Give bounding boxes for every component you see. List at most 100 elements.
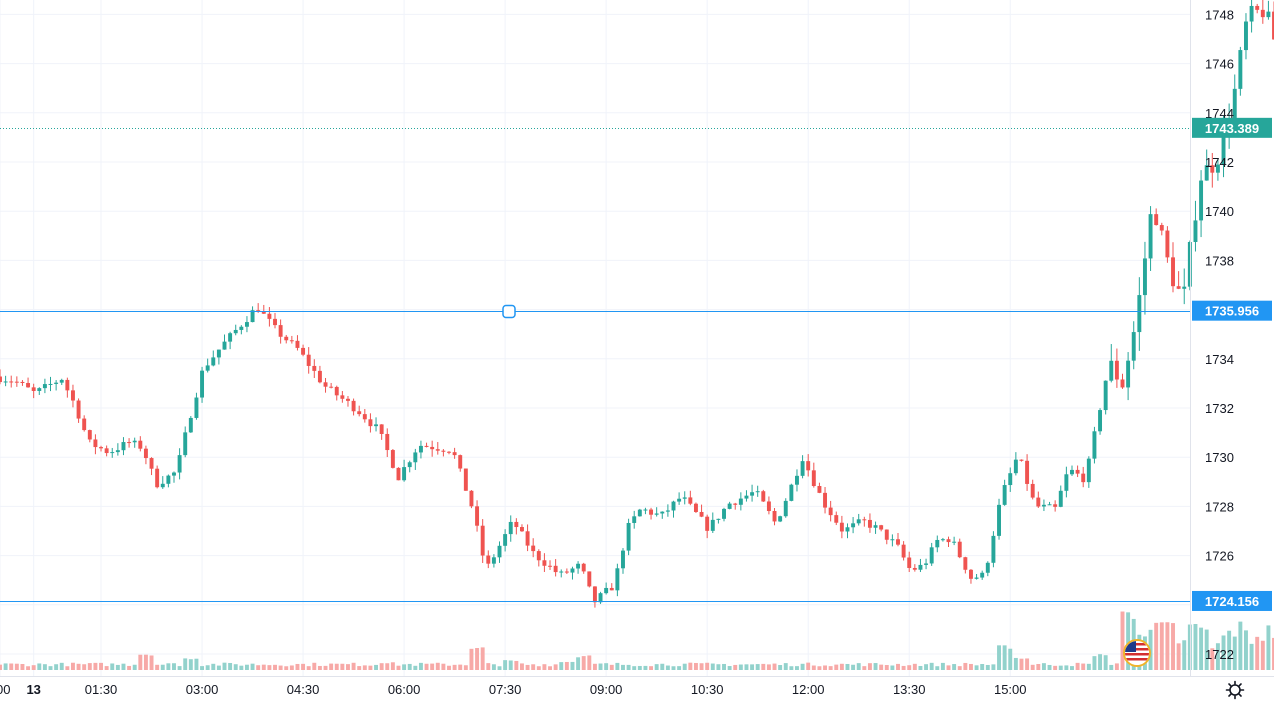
volume-bar bbox=[514, 660, 519, 670]
volume-bar bbox=[1187, 624, 1192, 670]
candle-body bbox=[205, 365, 210, 371]
volume-bar bbox=[424, 663, 429, 670]
candle-body bbox=[132, 440, 137, 443]
volume-bar bbox=[727, 666, 732, 670]
candle-body bbox=[127, 442, 132, 444]
volume-bar bbox=[301, 663, 306, 670]
volume-bar bbox=[346, 664, 350, 670]
volume-bar bbox=[357, 666, 362, 670]
volume-bar bbox=[323, 665, 328, 670]
volume-bar bbox=[256, 665, 261, 670]
volume-bar bbox=[267, 665, 272, 670]
candle-body bbox=[301, 347, 306, 355]
volume-bar bbox=[817, 666, 822, 670]
candle-body bbox=[879, 525, 884, 530]
candle-body bbox=[677, 498, 682, 502]
candle-body bbox=[508, 521, 513, 535]
candle-body bbox=[828, 507, 833, 516]
candle-body bbox=[407, 462, 412, 468]
candle-body bbox=[441, 450, 446, 452]
volume-bar bbox=[82, 664, 87, 670]
candle-body bbox=[654, 513, 659, 515]
candle-body bbox=[991, 535, 996, 563]
candle-body bbox=[1260, 9, 1265, 18]
volume-bar bbox=[710, 663, 715, 670]
volume-bar bbox=[1064, 665, 1069, 670]
volume-bar bbox=[54, 664, 59, 670]
candle-body bbox=[200, 370, 205, 398]
candle-body bbox=[1030, 483, 1035, 498]
volume-bar bbox=[1041, 663, 1046, 670]
candle-body bbox=[211, 357, 216, 366]
volume-bar bbox=[1053, 665, 1058, 670]
volume-bar bbox=[800, 663, 805, 670]
us-flag-icon[interactable] bbox=[1123, 639, 1151, 667]
candle-body bbox=[924, 563, 929, 565]
volume-bar bbox=[452, 664, 457, 670]
volume-bar bbox=[93, 662, 98, 670]
price-tick-label: 1728 bbox=[1205, 499, 1234, 514]
candle-body bbox=[1086, 458, 1091, 483]
volume-bar bbox=[1204, 629, 1209, 670]
candle-body bbox=[710, 519, 715, 531]
candle-body bbox=[980, 572, 985, 578]
volume-bar bbox=[110, 663, 115, 670]
candle-body bbox=[418, 445, 423, 453]
candle-body bbox=[559, 571, 564, 573]
volume-bar bbox=[177, 666, 182, 670]
volume-bar bbox=[531, 664, 536, 670]
candle-body bbox=[1171, 257, 1175, 287]
volume-bar bbox=[845, 663, 850, 670]
candle-body bbox=[1266, 11, 1271, 18]
candle-body bbox=[1081, 473, 1086, 483]
chart-grid bbox=[0, 0, 1190, 676]
volume-bar bbox=[705, 662, 710, 670]
volume-bar bbox=[200, 666, 205, 670]
candle-body bbox=[1058, 490, 1063, 507]
candle-body bbox=[239, 326, 244, 330]
volume-bar bbox=[430, 663, 435, 670]
settings-gear-icon[interactable] bbox=[1222, 678, 1248, 702]
candle-body bbox=[334, 386, 339, 396]
candle-body bbox=[733, 503, 738, 505]
candle-body bbox=[564, 571, 569, 573]
candle-body bbox=[65, 379, 70, 391]
volume-bar bbox=[183, 658, 188, 670]
candle-body bbox=[1002, 485, 1007, 505]
time-tick-label: 04:30 bbox=[287, 682, 320, 697]
candle-body bbox=[1070, 469, 1074, 475]
volume-bar bbox=[497, 666, 502, 670]
candle-body bbox=[1148, 214, 1153, 259]
volume-bar bbox=[1238, 621, 1243, 670]
line-drag-handle[interactable] bbox=[502, 304, 516, 319]
candle-body bbox=[99, 447, 103, 449]
candle-body bbox=[940, 539, 945, 541]
price-tick-label: 1738 bbox=[1205, 253, 1234, 268]
volume-bar bbox=[1221, 635, 1226, 670]
candle-body bbox=[104, 448, 109, 454]
candle-body bbox=[149, 458, 154, 469]
volume-bar bbox=[778, 665, 783, 670]
candle-body bbox=[626, 522, 631, 551]
volume-bar bbox=[963, 662, 968, 670]
candle-body bbox=[615, 568, 620, 591]
candle-body bbox=[901, 544, 906, 558]
candle-body bbox=[592, 586, 597, 603]
candle-body bbox=[1013, 459, 1018, 474]
volume-bar bbox=[519, 663, 524, 670]
candle-body bbox=[727, 503, 732, 509]
volume-bar bbox=[604, 663, 609, 670]
candle-body bbox=[632, 516, 637, 523]
volume-bar bbox=[115, 664, 120, 670]
candle-body bbox=[1199, 180, 1204, 221]
price-tags: 1743.389 1735.956 1724.156 bbox=[1192, 117, 1272, 611]
volume-bar bbox=[783, 663, 788, 670]
volume-bar bbox=[76, 663, 81, 670]
volume-bar bbox=[632, 666, 637, 670]
candle-body bbox=[70, 390, 75, 401]
volume-bar bbox=[867, 663, 872, 670]
volume-bar bbox=[228, 662, 233, 670]
volume-bar bbox=[649, 666, 654, 670]
volume-bar bbox=[789, 666, 794, 670]
